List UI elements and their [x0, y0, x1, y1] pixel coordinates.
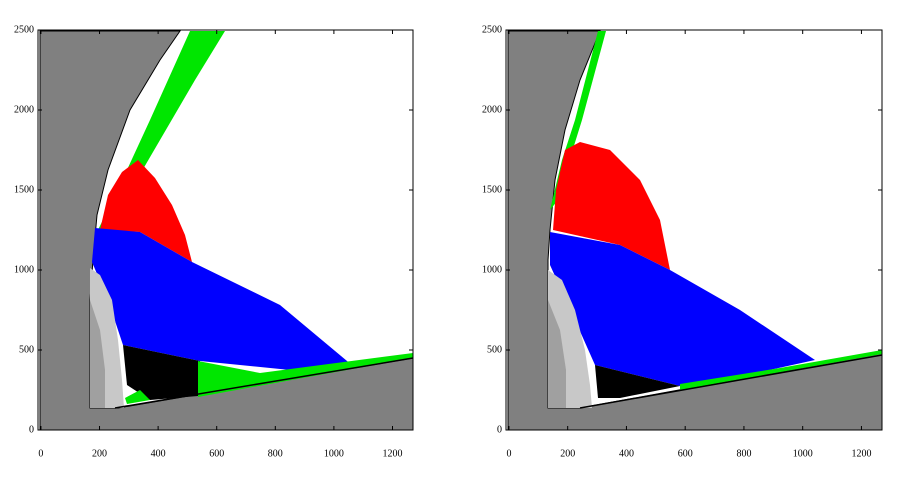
region-red	[100, 160, 192, 262]
region-red	[553, 142, 670, 270]
region-midgray	[548, 300, 566, 408]
x-tick-label: 200	[92, 448, 107, 459]
y-tick-label: 2000	[14, 104, 34, 115]
y-tick-label: 0	[29, 424, 34, 435]
x-tick-label: 800	[268, 448, 283, 459]
y-tick-label: 2500	[482, 24, 502, 35]
region-midgray	[90, 300, 105, 408]
region-black	[595, 365, 680, 398]
y-tick-label: 1000	[14, 264, 34, 275]
frame	[37, 29, 414, 431]
y-tick-label: 500	[487, 344, 502, 355]
region-green-bottom	[680, 350, 882, 390]
x-tick-label: 600	[678, 448, 693, 459]
frame	[505, 29, 883, 431]
boundary	[114, 357, 414, 409]
x-tick-label: 0	[506, 448, 511, 459]
x-tick-label: 1200	[851, 448, 871, 459]
boundary	[579, 354, 883, 409]
x-tick-label: 1000	[793, 448, 813, 459]
plot-left: 0 200 400 600 800 1000 1200 0 500 1000 1500 2000 250…	[14, 24, 414, 459]
x-tick-label: 600	[209, 448, 224, 459]
x-tick-label: 400	[151, 448, 166, 459]
y-tick-label: 2500	[14, 24, 34, 35]
x-tick-label: 200	[560, 448, 575, 459]
y-tick-label: 500	[19, 344, 34, 355]
region-black	[123, 345, 200, 400]
y-tick-label: 1500	[482, 184, 502, 195]
y-tick-label: 0	[497, 424, 502, 435]
y-tick-label: 1000	[482, 264, 502, 275]
x-tick-label: 800	[736, 448, 751, 459]
region-blue	[92, 228, 353, 371]
y-tick-label: 1500	[14, 184, 34, 195]
region-green-small	[125, 390, 150, 404]
x-tick-label: 1200	[382, 448, 402, 459]
x-tick-label: 400	[619, 448, 634, 459]
region-green-bottom	[198, 353, 413, 397]
x-tick-label: 0	[38, 448, 43, 459]
y-tick-label: 2000	[482, 104, 502, 115]
x-tick-label: 1000	[324, 448, 344, 459]
plot-right: 0 200 400 600 800 1000 1200 0 500 1000 1500 2000 250…	[482, 24, 883, 459]
region-blue	[550, 232, 815, 386]
